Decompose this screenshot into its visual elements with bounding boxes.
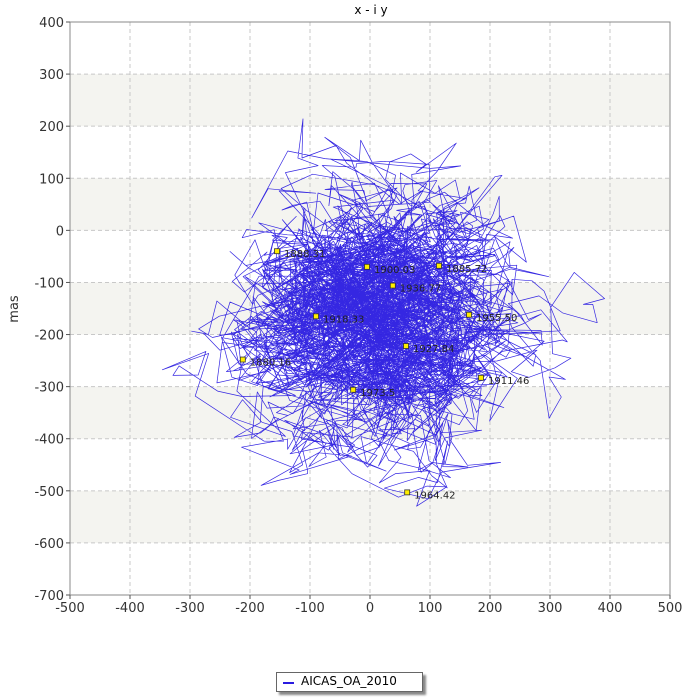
y-tick-label: -600 [34, 537, 64, 552]
y-tick-label: -200 [34, 329, 64, 344]
annotation-marker [478, 374, 484, 381]
chart-title: x - i y [354, 3, 387, 17]
y-tick-label: 100 [39, 172, 64, 187]
x-tick-label: -100 [295, 601, 325, 616]
series-AICAS_OA_2010 [161, 118, 605, 507]
annotation-label: 1918.33 [323, 314, 364, 325]
y-tick-label: 300 [39, 68, 64, 83]
annotation-label: 1911.46 [488, 376, 529, 387]
series-line [161, 118, 605, 507]
annotation-label: 1880.16 [250, 358, 291, 369]
y-tick-label: -500 [34, 485, 64, 500]
annotation-label: 1973.5 [360, 388, 395, 399]
x-tick-label: 500 [658, 601, 683, 616]
annotation-label: 1885.72 [446, 264, 487, 275]
y-tick-label: -100 [34, 276, 64, 291]
y-axis-ticks: 400 300 200 100 0 -100 -200 -300 -400 -500 -600 -70… [34, 16, 70, 604]
grid-lines [70, 22, 670, 595]
y-tick-label: -400 [34, 433, 64, 448]
x-tick-label: 0 [366, 601, 374, 616]
annotation-label: 1900.03 [374, 265, 415, 276]
y-tick-label: 200 [39, 120, 64, 135]
annotation-label: 1936.77 [400, 284, 441, 295]
legend-label: AICAS_OA_2010 [301, 674, 397, 688]
x-tick-label: -400 [115, 601, 145, 616]
legend: AICAS_OA_2010 [276, 672, 423, 692]
annotation-marker [436, 262, 442, 269]
y-tick-label: -300 [34, 381, 64, 396]
x-tick-label: 200 [478, 601, 503, 616]
x-tick-label: 100 [418, 601, 443, 616]
x-axis-ticks: -500 -400 -300 -200 -100 0 100 200 300 400 500 [55, 595, 682, 616]
annotation-marker [389, 282, 396, 289]
annotation-marker [404, 489, 411, 496]
legend-swatch [283, 682, 294, 684]
annotation-marker [239, 356, 246, 363]
annotation-marker [274, 248, 280, 255]
annotation-marker [350, 386, 357, 393]
x-tick-label: -300 [175, 601, 205, 616]
annotation-marker [364, 263, 370, 270]
y-tick-label: -700 [34, 589, 64, 604]
annotation-marker [466, 311, 472, 318]
annotation-marker [313, 313, 319, 320]
x-tick-label: 400 [598, 601, 623, 616]
annotations: 1888.31 1900.03 1885.72 1936.77 1918.33 1955.… [239, 248, 529, 501]
annotation-label: 1888.31 [284, 249, 325, 260]
x-tick-label: 300 [538, 601, 563, 616]
y-tick-label: 400 [39, 16, 64, 31]
annotation-label: 1955.50 [476, 313, 517, 324]
annotation-label: 1927.84 [413, 344, 454, 355]
y-tick-label: 0 [56, 224, 64, 239]
x-tick-label: -200 [235, 601, 265, 616]
x-tick-label: -500 [55, 601, 85, 616]
y-axis-label: mas [7, 295, 22, 323]
annotation-marker [403, 343, 409, 349]
annotation-label: 1964.42 [414, 490, 455, 501]
